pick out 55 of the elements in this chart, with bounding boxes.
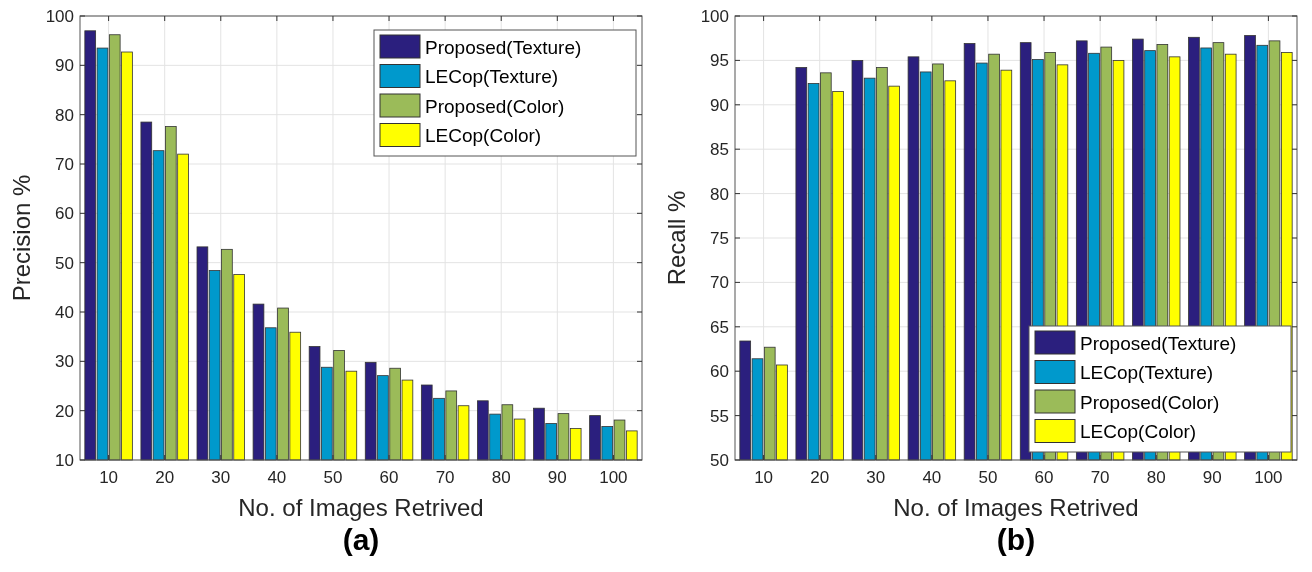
y-tick-label: 90 xyxy=(710,95,729,115)
y-tick-label: 85 xyxy=(710,140,729,160)
legend-label: Proposed(Texture) xyxy=(425,36,582,58)
x-axis-title: No. of Images Retrived xyxy=(893,494,1139,521)
legend-label: LECop(Texture) xyxy=(1080,362,1214,384)
y-tick-label: 50 xyxy=(710,450,729,470)
y-tick-label: 70 xyxy=(55,154,74,174)
x-tick-label: 50 xyxy=(978,468,998,487)
x-tick-label: 70 xyxy=(1090,468,1110,487)
y-tick-label: 10 xyxy=(55,450,74,470)
x-tick-label: 80 xyxy=(1146,468,1166,487)
y-tick-label: 65 xyxy=(710,317,729,337)
x-tick-label: 40 xyxy=(267,468,287,487)
x-axis-title: No. of Images Retrived xyxy=(238,494,484,521)
x-tick-label: 40 xyxy=(922,468,942,487)
x-tick-label: 20 xyxy=(155,468,175,487)
x-tick-label: 10 xyxy=(754,468,774,487)
x-tick-label: 100 xyxy=(1254,468,1283,487)
y-tick-label: 40 xyxy=(55,302,74,322)
x-tick-label: 80 xyxy=(491,468,511,487)
y-tick-label: 80 xyxy=(55,105,74,125)
x-tick-label: 30 xyxy=(866,468,886,487)
legend-label: LECop(Texture) xyxy=(425,66,559,88)
legend-label: LECop(Color) xyxy=(1080,421,1197,443)
x-tick-label: 60 xyxy=(379,468,399,487)
text: (a) xyxy=(342,523,380,556)
y-tick-label: 75 xyxy=(710,228,729,248)
y-tick-label: 30 xyxy=(55,352,74,372)
legend-label: Proposed(Color) xyxy=(425,95,565,117)
y-tick-label: 95 xyxy=(710,51,729,71)
x-tick-label: 100 xyxy=(599,468,628,487)
legend-label: Proposed(Color) xyxy=(1080,391,1220,413)
legend-label: LECop(Color) xyxy=(425,125,542,147)
y-tick-label: 60 xyxy=(55,204,74,224)
x-tick-label: 10 xyxy=(99,468,119,487)
legend-label: Proposed(Texture) xyxy=(1080,332,1237,354)
y-tick-label: 70 xyxy=(710,273,729,293)
x-tick-label: 90 xyxy=(547,468,567,487)
text: (b) xyxy=(996,523,1036,556)
y-tick-label: 55 xyxy=(710,406,729,426)
y-axis-title: Precision % xyxy=(8,174,35,302)
x-tick-label: 20 xyxy=(810,468,830,487)
y-tick-label: 100 xyxy=(45,6,74,26)
y-tick-label: 50 xyxy=(55,253,74,273)
y-tick-label: 100 xyxy=(700,6,729,26)
y-axis-title: Recall % xyxy=(663,190,690,286)
x-tick-label: 30 xyxy=(211,468,231,487)
y-tick-label: 90 xyxy=(55,56,74,76)
x-tick-label: 60 xyxy=(1034,468,1054,487)
y-tick-label: 20 xyxy=(55,401,74,421)
x-tick-label: 70 xyxy=(435,468,455,487)
y-tick-label: 80 xyxy=(710,184,729,204)
x-tick-label: 50 xyxy=(323,468,343,487)
x-tick-label: 90 xyxy=(1202,468,1222,487)
y-tick-label: 60 xyxy=(710,362,729,382)
